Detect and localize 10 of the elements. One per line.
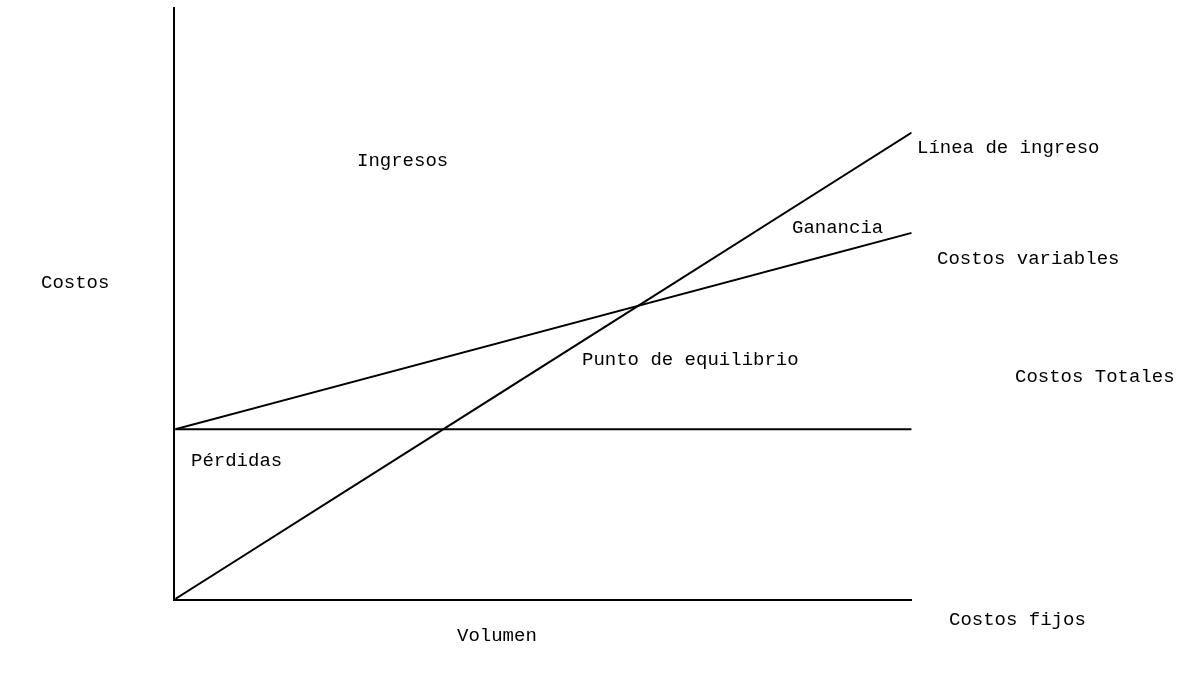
annotation: Costos variables — [937, 248, 1120, 270]
y-axis-title: Costos — [41, 272, 110, 294]
annotation: Línea de ingreso — [917, 137, 1100, 159]
annotation: Pérdidas — [191, 450, 283, 472]
text: Costos fijos — [949, 609, 1086, 631]
annotation: Costos Totales — [1015, 366, 1175, 388]
annotation: Punto de equilibrio — [582, 349, 799, 371]
x-axis-title: Volumen — [457, 625, 537, 647]
annotation: Ganancia — [792, 217, 884, 239]
annotation: Ingresos — [357, 150, 449, 172]
